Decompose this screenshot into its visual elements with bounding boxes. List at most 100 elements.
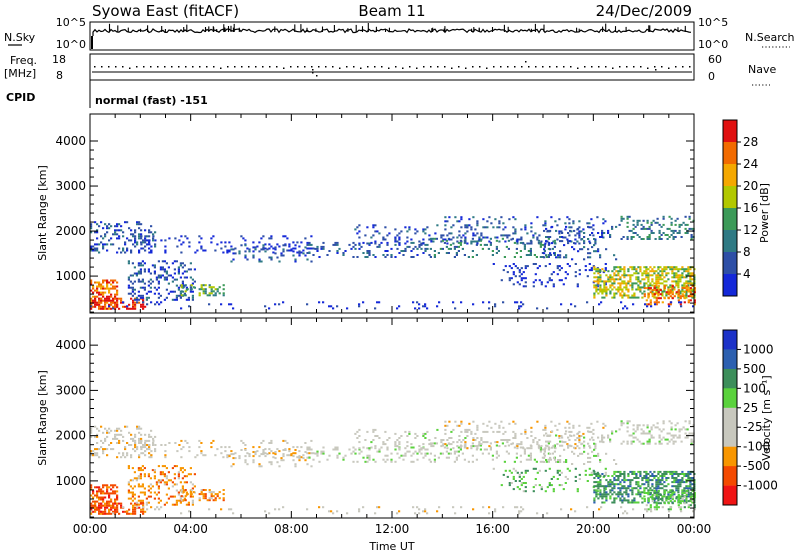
echo-cell bbox=[471, 442, 474, 445]
echo-cell bbox=[680, 236, 683, 238]
echo-cell bbox=[547, 254, 550, 256]
freq-dot bbox=[549, 66, 551, 68]
echo-cell bbox=[622, 236, 625, 238]
echo-cell bbox=[643, 495, 646, 498]
echo-cell bbox=[627, 479, 630, 482]
echo-cell bbox=[593, 296, 596, 299]
echo-cell bbox=[102, 452, 105, 455]
echo-cell bbox=[410, 256, 413, 258]
echo-cell bbox=[665, 499, 668, 502]
echo-cell bbox=[102, 504, 105, 507]
echo-cell bbox=[514, 232, 517, 235]
echo-cell bbox=[204, 292, 207, 295]
echo-cell bbox=[122, 305, 125, 308]
echo-cell bbox=[667, 498, 670, 501]
echo-cell bbox=[110, 287, 113, 290]
echo-cell bbox=[512, 430, 515, 433]
echo-cell bbox=[108, 508, 111, 511]
echo-cell bbox=[680, 428, 683, 431]
echo-cell bbox=[483, 243, 486, 246]
echo-cell bbox=[620, 442, 623, 445]
echo-cell bbox=[98, 498, 101, 501]
echo-cell bbox=[96, 295, 99, 298]
echo-cell bbox=[456, 236, 459, 239]
echo-cell bbox=[234, 247, 237, 250]
y-tick-label: 1000 bbox=[55, 474, 86, 488]
echo-cell bbox=[595, 491, 598, 494]
echo-cell bbox=[185, 481, 188, 484]
echo-cell bbox=[104, 287, 107, 290]
echo-cell bbox=[360, 245, 363, 248]
echo-cell bbox=[679, 495, 682, 498]
echo-cell bbox=[452, 301, 455, 304]
echo-cell bbox=[617, 288, 620, 291]
echo-cell bbox=[588, 226, 591, 229]
echo-cell bbox=[268, 237, 271, 240]
echo-cell bbox=[108, 303, 111, 306]
echo-cell bbox=[244, 250, 247, 253]
echo-cell bbox=[153, 264, 156, 267]
echo-cell bbox=[675, 477, 678, 479]
echo-cell bbox=[561, 232, 564, 234]
freq-dot bbox=[654, 66, 656, 68]
echo-cell bbox=[693, 504, 696, 507]
echo-cell bbox=[543, 461, 546, 463]
echo-cell bbox=[298, 457, 301, 460]
echo-cell bbox=[189, 467, 192, 470]
echo-cell bbox=[416, 254, 419, 256]
echo-cell bbox=[545, 236, 548, 238]
echo-cell bbox=[655, 494, 658, 496]
echo-cell bbox=[574, 238, 577, 241]
echo-cell bbox=[374, 460, 377, 463]
echo-cell bbox=[516, 281, 519, 284]
echo-cell bbox=[444, 216, 447, 219]
echo-cell bbox=[476, 224, 479, 227]
echo-cell bbox=[570, 430, 573, 433]
echo-cell bbox=[175, 465, 178, 468]
echo-cell bbox=[667, 477, 670, 479]
echo-cell bbox=[519, 250, 522, 252]
echo-cell bbox=[599, 461, 602, 463]
x-tick-label: 00:00 bbox=[73, 522, 108, 536]
echo-cell bbox=[603, 487, 606, 490]
echo-cell bbox=[681, 481, 684, 484]
echo-cell bbox=[167, 497, 170, 500]
echo-cell bbox=[672, 434, 675, 437]
echo-cell bbox=[422, 456, 425, 459]
echo-cell bbox=[611, 493, 614, 496]
echo-cell bbox=[114, 279, 117, 282]
echo-cell bbox=[292, 455, 295, 458]
echo-cell bbox=[516, 242, 519, 245]
freq-dot bbox=[661, 66, 663, 68]
echo-cell bbox=[655, 495, 658, 498]
echo-cell bbox=[334, 241, 337, 244]
echo-cell bbox=[597, 493, 600, 496]
echo-cell bbox=[561, 444, 564, 447]
echo-cell bbox=[551, 446, 554, 449]
echo-cell bbox=[593, 294, 596, 297]
echo-cell bbox=[632, 223, 635, 226]
echo-cell bbox=[617, 286, 620, 289]
echo-cell bbox=[173, 495, 176, 498]
echo-cell bbox=[586, 480, 589, 482]
nsky-trace bbox=[91, 23, 692, 49]
echo-cell bbox=[558, 473, 561, 476]
echo-cell bbox=[96, 303, 99, 306]
echo-cell bbox=[683, 268, 686, 271]
echo-cell bbox=[460, 441, 463, 444]
echo-cell bbox=[661, 473, 664, 475]
echo-cell bbox=[429, 460, 432, 463]
echo-cell bbox=[445, 245, 448, 248]
echo-cell bbox=[129, 491, 132, 494]
echo-cell bbox=[474, 240, 477, 243]
echo-cell bbox=[672, 232, 675, 234]
echo-cell bbox=[564, 482, 567, 484]
echo-cell bbox=[646, 227, 649, 230]
echo-cell bbox=[132, 506, 135, 509]
freq-tick-top: 18 bbox=[52, 53, 66, 66]
echo-cell bbox=[394, 243, 397, 246]
echo-cell bbox=[568, 265, 571, 268]
echo-cell bbox=[102, 287, 105, 290]
echo-cell bbox=[522, 475, 525, 478]
echo-cell bbox=[404, 247, 407, 250]
